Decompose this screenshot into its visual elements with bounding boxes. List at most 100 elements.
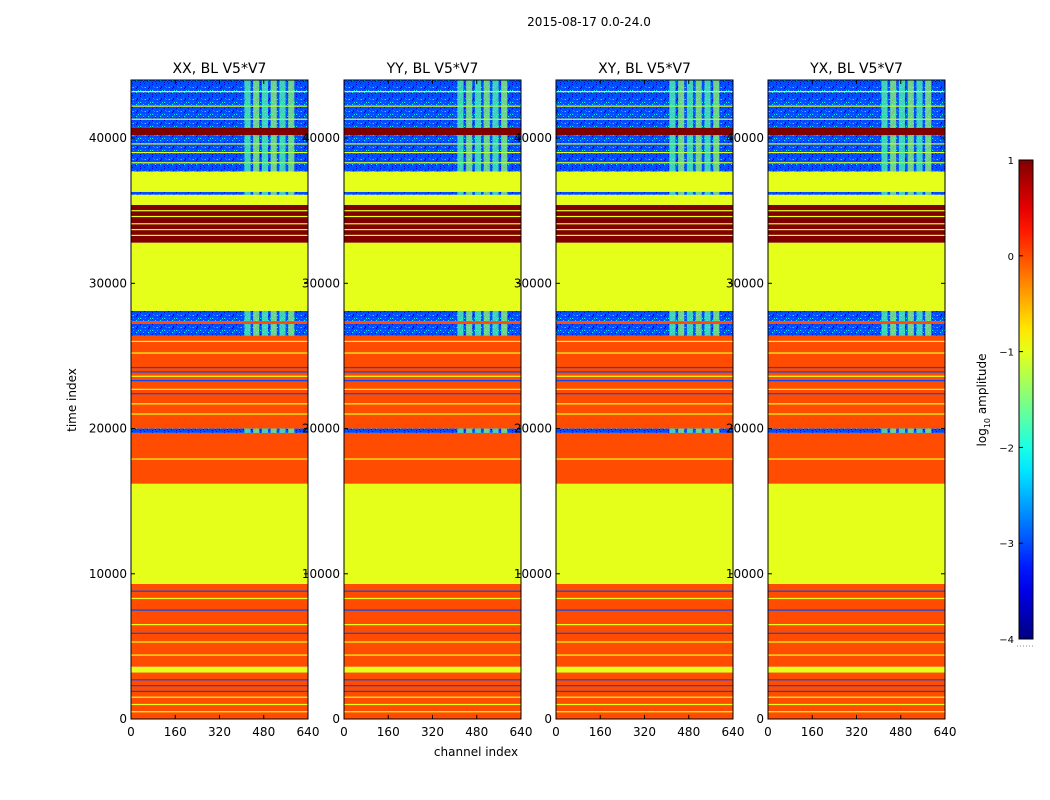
heatmap-band — [556, 191, 733, 195]
heatmap-line — [344, 711, 521, 713]
heatmap-line — [556, 690, 733, 693]
heatmap-line — [131, 711, 308, 713]
panel-xy: XY, BL V5*V7 0 160 320 480 640 0 10000 20000 3000… — [514, 61, 745, 739]
x-tick-label: 160 — [377, 725, 400, 739]
rfi-column — [501, 80, 508, 128]
colorbar-tick-label: −2 — [999, 443, 1014, 454]
heatmap-line — [344, 340, 521, 343]
rfi-column — [474, 310, 482, 322]
rfi-column — [669, 323, 676, 336]
rfi-column — [907, 191, 914, 195]
rfi-column — [925, 310, 932, 322]
heatmap-line — [131, 234, 308, 236]
heatmap-line — [556, 297, 733, 299]
heatmap-line — [131, 91, 308, 93]
rfi-column — [466, 310, 473, 322]
rfi-column — [704, 135, 711, 172]
rfi-column — [925, 80, 932, 128]
heatmap-band — [131, 310, 308, 322]
heatmap-band — [768, 191, 945, 195]
heatmap-band — [131, 323, 308, 336]
rfi-column — [669, 135, 676, 172]
heatmap-band — [556, 127, 733, 136]
rfi-column — [253, 135, 260, 172]
rfi-column — [466, 428, 473, 433]
rfi-column — [898, 428, 906, 433]
rfi-column — [483, 323, 490, 336]
heatmap-band — [131, 432, 308, 484]
heatmap-line — [768, 388, 945, 390]
heatmap-cells — [131, 80, 308, 719]
x-tick-label: 0 — [127, 725, 135, 739]
rfi-column — [474, 428, 482, 433]
colorbar-tick-label: 0 — [1008, 252, 1014, 263]
heatmap-band — [344, 335, 521, 429]
rfi-column — [253, 191, 260, 195]
x-tick-label: 160 — [801, 725, 824, 739]
heatmap-band — [131, 127, 308, 136]
x-tick-label: 320 — [421, 725, 444, 739]
heatmap-line — [131, 210, 308, 212]
colorbar: 1 0 −1 −2 −3 −4 log10 amplitude — [975, 156, 1035, 647]
heatmap-line — [131, 413, 308, 415]
heatmap-line — [556, 393, 733, 395]
rfi-column — [244, 135, 251, 172]
x-tick-label: 640 — [722, 725, 745, 739]
heatmap-line — [556, 696, 733, 698]
y-tick-label: 30000 — [726, 276, 764, 290]
heatmap-line — [556, 590, 733, 592]
heatmap-line — [556, 458, 733, 460]
heatmap-band — [131, 321, 308, 324]
heatmap-band — [131, 135, 308, 172]
heatmap-line — [768, 632, 945, 634]
rfi-column — [704, 191, 711, 195]
y-tick-label: 20000 — [726, 422, 764, 436]
rfi-column — [270, 323, 277, 336]
heatmap-line — [768, 366, 945, 369]
rfi-column — [492, 80, 499, 128]
panel-yy: YY, BL V5*V7 0 160 320 480 640 0 10000 20000 3000… — [302, 61, 533, 739]
heatmap-line — [556, 641, 733, 643]
heatmap-band — [344, 191, 521, 195]
rfi-column — [916, 191, 923, 195]
heatmap-line — [768, 105, 945, 107]
y-tick-label: 20000 — [302, 422, 340, 436]
heatmap-line — [131, 641, 308, 643]
rfi-column — [483, 428, 490, 433]
heatmap-line — [768, 152, 945, 154]
rfi-column — [244, 191, 251, 195]
colorbar-label: log10 amplitude — [975, 354, 992, 447]
y-tick-label: 0 — [544, 712, 552, 726]
heatmap-line — [131, 393, 308, 395]
heatmap-line — [131, 340, 308, 343]
heatmap-band — [768, 80, 945, 128]
heatmap-line — [344, 162, 521, 164]
heatmap-line — [768, 690, 945, 693]
heatmap-line — [131, 703, 308, 706]
heatmap-line — [556, 403, 733, 405]
heatmap-band — [768, 666, 945, 673]
heatmap-band — [768, 242, 945, 311]
rfi-column — [244, 323, 251, 336]
y-tick-label: 10000 — [302, 567, 340, 581]
x-tick-label: 480 — [252, 725, 275, 739]
heatmap-line — [768, 228, 945, 231]
heatmap-band — [344, 321, 521, 324]
rfi-column — [261, 80, 269, 128]
heatmap-line — [768, 641, 945, 643]
rfi-column — [261, 310, 269, 322]
heatmap-band — [768, 127, 945, 136]
rfi-column — [890, 310, 897, 322]
heatmap-line — [131, 609, 308, 611]
rfi-column — [916, 310, 923, 322]
heatmap-band — [344, 483, 521, 584]
rfi-column — [678, 310, 685, 322]
heatmap-line — [131, 696, 308, 698]
rfi-column — [270, 310, 277, 322]
heatmap-line — [556, 388, 733, 390]
heatmap-band — [344, 666, 521, 673]
heatmap-band — [344, 80, 521, 128]
heatmap-line — [131, 297, 308, 299]
heatmap-band — [131, 483, 308, 584]
